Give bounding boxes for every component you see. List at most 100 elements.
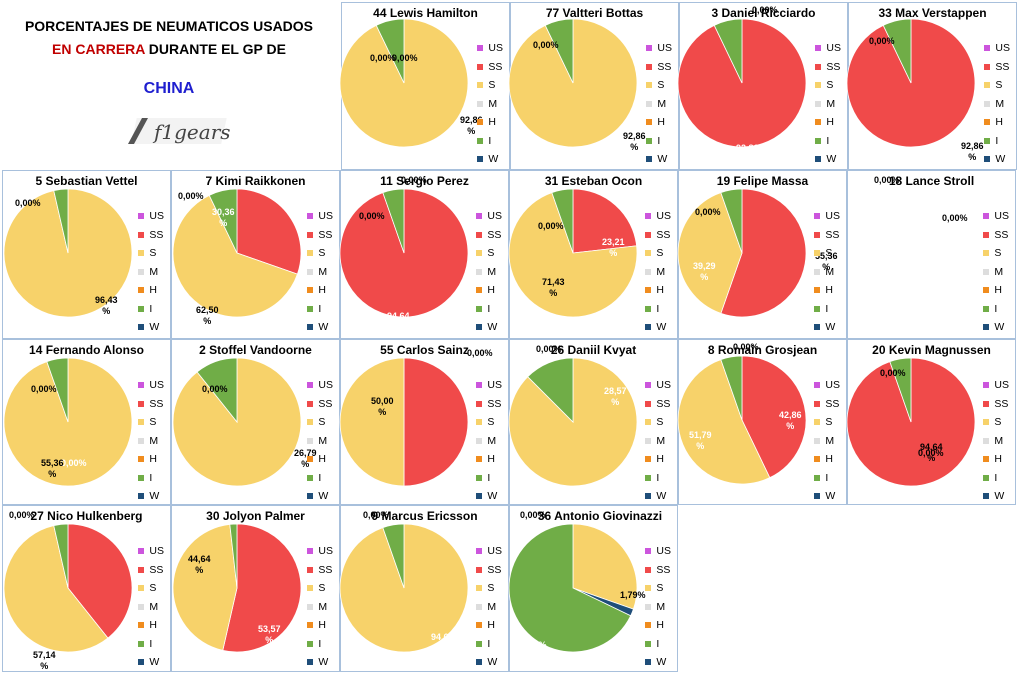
legend-swatch [814,250,821,257]
pie-data-label: 28,57% [604,386,627,407]
pie-slice-i [889,357,912,423]
pie-data-label: 26,79% [294,448,317,469]
legend-label: I [656,302,660,315]
legend-swatch [476,250,483,257]
legend-item-ss: SS [307,561,333,580]
legend-item-us: US [815,39,841,58]
legend-swatch [815,156,822,163]
pie-data-label: 96,43% [95,295,118,316]
legend-label: W [318,490,329,503]
legend-label: M [318,265,328,278]
pie-legend: US SS S M H I W [983,376,1009,506]
legend-swatch [645,268,652,275]
legend-label: W [656,490,667,503]
legend-label: S [994,247,1002,260]
pie-title: 77 Valtteri Bottas [545,6,644,20]
legend-item-us: US [307,376,333,395]
pie-slice-i [53,523,69,589]
legend-swatch [814,474,821,481]
pie-data-label: 92,86% [460,115,483,136]
legend-item-w: W [645,318,671,337]
legend-item-w: W [815,150,841,169]
legend-item-i: I [983,300,1009,319]
legend-label: S [994,416,1002,429]
pie-slice-i [882,18,912,84]
legend-label: SS [656,228,671,241]
legend-label: SS [149,228,164,241]
legend-swatch [814,400,821,407]
legend-swatch [984,156,991,163]
legend-item-s: S [307,579,333,598]
legend-item-h: H [645,616,671,635]
legend-swatch [138,324,145,331]
legend-label: H [994,453,1002,466]
legend-item-w: W [984,150,1010,169]
legend-swatch [138,585,145,592]
legend-item-ss: SS [477,58,503,77]
legend-swatch [476,566,483,573]
pie-chart [508,188,638,318]
pie-slice-ss [403,357,469,487]
legend-item-us: US [645,376,671,395]
legend-item-h: H [815,113,841,132]
legend-label: H [487,284,495,297]
legend-item-i: I [645,635,671,654]
legend-item-m: M [645,432,671,451]
legend-swatch [307,640,314,647]
legend-item-m: M [138,432,164,451]
legend-label: SS [657,60,672,73]
legend-swatch [307,566,314,573]
legend-item-h: H [645,281,671,300]
legend-item-m: M [476,263,502,282]
legend-swatch [138,493,145,500]
pie-chart [508,357,638,487]
legend-swatch [476,382,483,389]
pie-title: 7 Kimi Raikkonen [205,174,306,188]
pie-data-label: 1,79% [620,590,646,600]
legend-label: W [825,490,836,503]
pie-title: 44 Lewis Hamilton [373,6,478,20]
legend-item-h: H [307,616,333,635]
legend-label: SS [994,397,1009,410]
pie-slice-s [339,357,405,487]
legend-item-w: W [645,653,671,672]
legend-item-m: M [307,263,333,282]
pie-legend: US SS S M H I W [645,542,671,672]
legend-swatch [476,456,483,463]
legend-swatch [476,287,483,294]
legend-swatch [645,640,652,647]
legend-label: W [487,656,498,669]
legend-label: I [995,134,999,147]
pie-panel-77-valtteri-bottas: 77 Valtteri Bottas 0,00% 92,86% US SS S M H I W [508,2,679,170]
legend-swatch [476,419,483,426]
pie-chart [677,18,807,148]
legend-swatch [645,305,652,312]
pie-title: 26 Daniil Kvyat [550,343,637,357]
pie-slice-s [572,523,638,610]
legend-item-h: H [814,281,840,300]
pie-title: 31 Esteban Ocon [544,174,643,188]
legend-item-m: M [138,263,164,282]
legend-item-h: H [646,113,672,132]
pie-data-label: 0,00% [370,53,396,63]
legend-label: I [826,134,830,147]
legend-item-i: I [645,469,671,488]
legend-label: SS [487,563,502,576]
pie-data-label: 0,00% [752,5,778,15]
legend-item-us: US [307,207,333,226]
legend-item-h: H [138,616,164,635]
legend-swatch [983,268,990,275]
legend-item-w: W [138,653,164,672]
legend-swatch [138,474,145,481]
legend-swatch [815,137,822,144]
pie-slice-i [382,188,405,254]
pie-data-label: 0,00% [918,448,944,458]
pie-data-label: 0,00% [942,213,968,223]
legend-swatch [983,493,990,500]
legend-item-i: I [138,635,164,654]
legend-item-w: W [645,487,671,506]
legend-item-ss: SS [814,395,840,414]
legend-label: M [656,600,666,613]
legend-item-i: I [307,469,333,488]
legend-label: H [318,453,326,466]
